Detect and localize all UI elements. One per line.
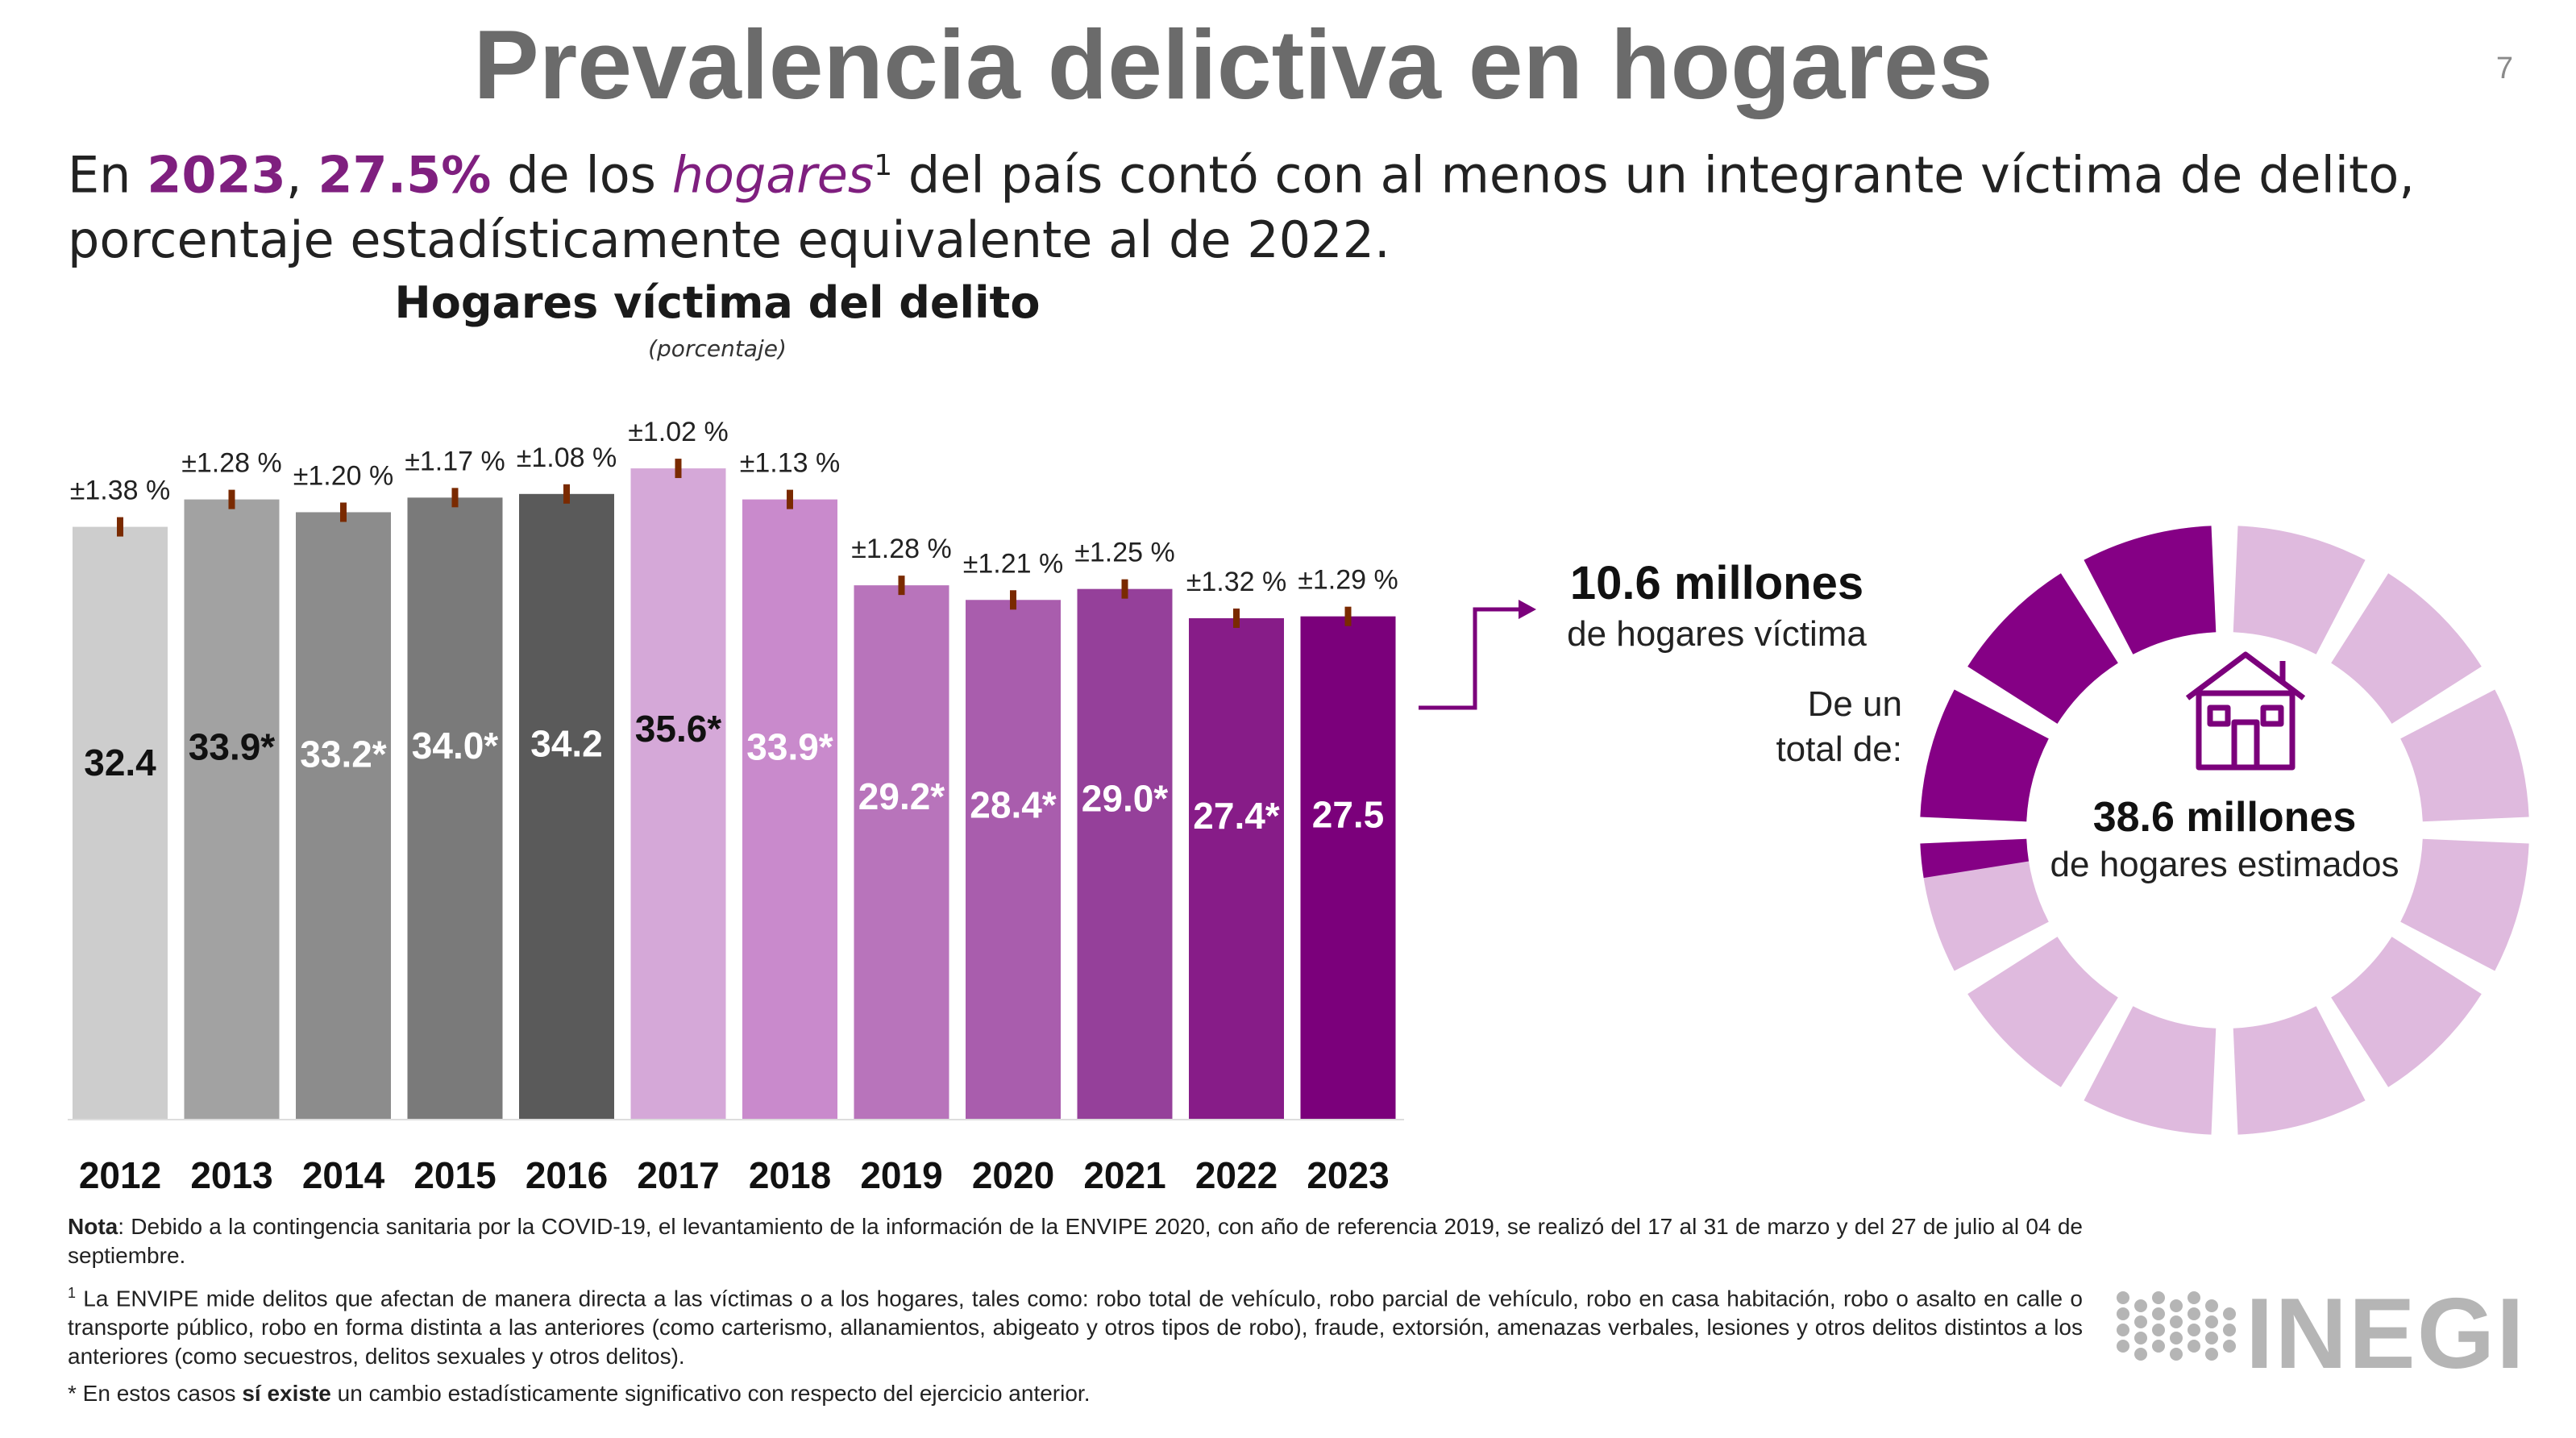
category-label: 2017 — [637, 1154, 719, 1196]
donut-segment — [2331, 573, 2482, 724]
error-label: ±1.32 % — [1186, 567, 1287, 597]
headline-hogares: hogares — [671, 145, 875, 205]
error-label: ±1.28 % — [851, 534, 952, 564]
category-label: 2020 — [972, 1154, 1054, 1196]
error-label: ±1.25 % — [1074, 538, 1175, 568]
bar-2017 — [630, 468, 726, 1119]
note-significance: * En estos casos sí existe un cambio est… — [68, 1379, 2083, 1408]
victims-label: de hogares víctima — [1567, 614, 1867, 654]
note-label: Nota — [68, 1214, 118, 1239]
inegi-logo-icon — [2117, 1291, 2236, 1361]
donut-segment — [2233, 1006, 2366, 1135]
bar-2016 — [519, 493, 614, 1119]
donut-segment — [1967, 937, 2118, 1087]
headline-year: 2023 — [147, 145, 286, 205]
of-total-line: total de: — [1776, 729, 1902, 769]
error-label: ±1.38 % — [70, 476, 171, 506]
page-title: Prevalencia delictiva en hogares — [473, 10, 1993, 119]
total-label: de hogares estimados — [2050, 845, 2399, 884]
data-label: 33.9* — [746, 725, 833, 767]
footnote-mark: 1 — [68, 1285, 77, 1301]
error-label: ±1.28 % — [181, 448, 282, 479]
headline-percent: 27.5% — [318, 145, 492, 205]
bar-2013 — [184, 499, 280, 1119]
of-total-line: De un — [1807, 684, 1902, 724]
note-text: * En estos casos — [68, 1381, 243, 1407]
arrow-head-icon — [1519, 600, 1536, 619]
headline-text: En — [68, 145, 147, 205]
donut-segment — [2084, 1006, 2217, 1135]
category-label: 2022 — [1195, 1154, 1278, 1196]
page-number: 7 — [2495, 52, 2513, 85]
donut-segment — [2400, 838, 2529, 971]
note-text: La ENVIPE mide delitos que afectan de ma… — [68, 1286, 2083, 1369]
total-value: 38.6 millones — [2092, 794, 2357, 841]
inegi-logo-text: INEGI — [2246, 1278, 2526, 1390]
bar-2015 — [407, 497, 503, 1119]
category-label: 2014 — [302, 1154, 385, 1196]
headline: En 2023, 27.5% de los hogares1 del país … — [68, 134, 2415, 272]
note-text: un cambio estadísticamente significativo… — [330, 1381, 1091, 1407]
donut-segment — [2331, 937, 2482, 1087]
data-label: 33.9* — [189, 725, 276, 767]
data-label: 35.6* — [635, 708, 722, 750]
error-label: ±1.21 % — [963, 548, 1064, 579]
data-label: 28.4* — [970, 784, 1057, 826]
footnote-ref: 1 — [874, 149, 893, 182]
data-label: 27.4* — [1193, 795, 1280, 837]
category-label: 2021 — [1083, 1154, 1165, 1196]
footnotes: Nota: Debido a la contingencia sanitaria… — [68, 1212, 2083, 1416]
chart-title: Hogares víctima del delito — [394, 277, 1041, 328]
bar-2019 — [854, 585, 949, 1119]
donut-segment-filled — [2084, 526, 2217, 655]
bar-2022 — [1189, 617, 1284, 1119]
bar-2014 — [296, 512, 391, 1119]
error-label: ±1.08 % — [517, 443, 617, 473]
donut-segment — [2233, 526, 2366, 655]
category-label: 2023 — [1307, 1154, 1389, 1196]
data-label: 34.2 — [530, 722, 603, 764]
error-label: ±1.20 % — [293, 460, 394, 491]
donut-segment-filled — [1967, 573, 2118, 724]
of-total-label: De un total de: — [1733, 682, 1902, 772]
category-label: 2015 — [413, 1154, 496, 1196]
bar-2012 — [73, 526, 168, 1119]
category-label: 2016 — [526, 1154, 608, 1196]
victims-value: 10.6 millones — [1569, 557, 1864, 609]
data-label: 29.0* — [1082, 778, 1169, 820]
donut-segment-filled — [1920, 838, 2030, 879]
error-label: ±1.02 % — [628, 417, 729, 447]
house-icon — [2185, 651, 2306, 771]
data-label: 33.2* — [300, 734, 387, 775]
connector-arrow — [1419, 607, 1523, 710]
note-bold: sí existe — [242, 1381, 331, 1407]
category-label: 2012 — [79, 1154, 161, 1196]
category-label: 2018 — [749, 1154, 831, 1196]
data-label: 27.5 — [1312, 793, 1385, 835]
note-covid: Nota: Debido a la contingencia sanitaria… — [68, 1212, 2083, 1270]
error-label: ±1.13 % — [740, 448, 841, 479]
bar-2018 — [742, 499, 837, 1119]
note-envipe: 1 La ENVIPE mide delitos que afectan de … — [68, 1278, 2083, 1371]
chart-subtitle: (porcentaje) — [648, 335, 787, 362]
category-label: 2013 — [190, 1154, 272, 1196]
error-label: ±1.17 % — [405, 446, 505, 476]
data-label: 34.0* — [412, 725, 499, 767]
headline-text: del país contó con al menos un integrant… — [68, 145, 2415, 269]
headline-text: de los — [491, 145, 672, 205]
category-label: 2019 — [860, 1154, 942, 1196]
note-text: : Debido a la contingencia sanitaria por… — [68, 1214, 2083, 1268]
donut-segment — [2400, 689, 2529, 822]
bar-2020 — [966, 600, 1061, 1119]
bar-2021 — [1077, 588, 1173, 1119]
donut-segment-filled — [1920, 689, 2049, 822]
data-label: 29.2* — [858, 775, 945, 817]
data-label: 32.4 — [84, 742, 156, 783]
headline-text: , — [285, 145, 318, 205]
bar-2023 — [1300, 616, 1396, 1119]
error-label: ±1.29 % — [1298, 565, 1398, 596]
